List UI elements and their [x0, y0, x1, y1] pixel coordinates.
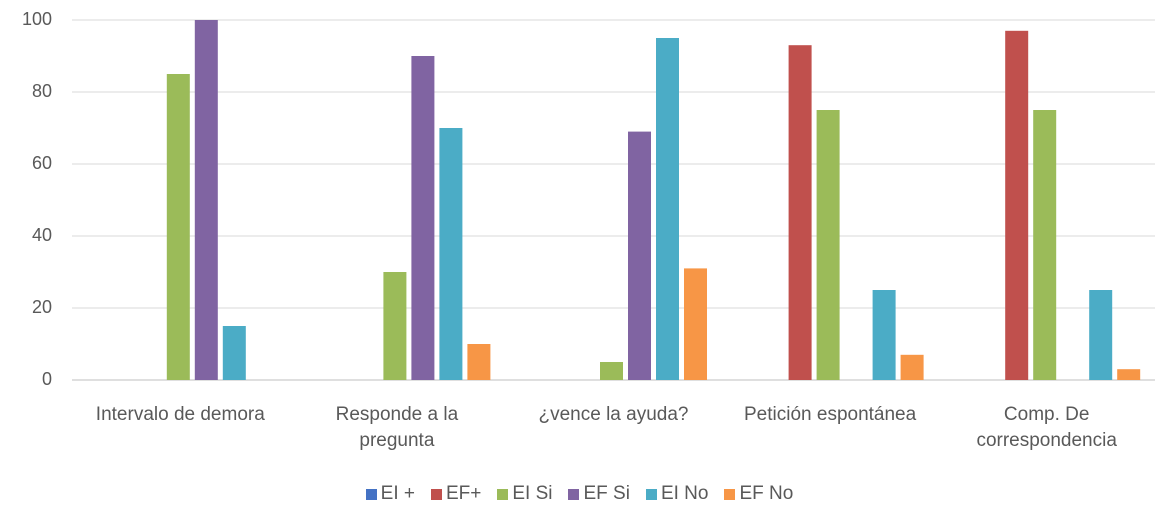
- legend: EI + EF+ EI Si EF Si EI No EF No: [0, 483, 1159, 505]
- legend-label: EI Si: [512, 483, 553, 504]
- legend-swatch: [645, 488, 657, 500]
- legend-label: EF Si: [583, 483, 630, 504]
- bar: [872, 290, 896, 380]
- bar: [600, 362, 623, 380]
- legend-item: EI Si: [497, 483, 552, 505]
- legend-item: EF No: [724, 483, 793, 505]
- bar: [900, 354, 924, 380]
- bar: [439, 128, 463, 380]
- bar: [684, 268, 707, 380]
- bar: [1033, 110, 1057, 380]
- legend-label: EF+: [445, 483, 482, 504]
- y-tick-label: 20: [32, 297, 52, 317]
- legend-item: EI +: [365, 483, 415, 505]
- legend-swatch: [365, 488, 377, 500]
- y-tick-label: 0: [42, 369, 52, 389]
- bar: [411, 56, 435, 380]
- bar: [467, 344, 491, 380]
- y-tick-label: 80: [32, 81, 52, 101]
- bar: [656, 38, 679, 380]
- legend-swatch: [497, 488, 509, 500]
- bar: [1117, 369, 1141, 380]
- bar: [1089, 290, 1113, 380]
- y-tick-label: 40: [32, 225, 52, 245]
- bar: [816, 110, 840, 380]
- legend-label: EF No: [739, 483, 794, 504]
- legend-swatch: [724, 488, 736, 500]
- bar: [383, 272, 407, 380]
- x-tick-label: ¿vence la ayuda?: [538, 404, 689, 425]
- x-tick-label: Comp. De correspondencia: [976, 404, 1117, 451]
- bar: [194, 20, 218, 380]
- x-tick-label: Petición espontánea: [744, 404, 917, 425]
- legend-item: EF Si: [568, 483, 630, 505]
- x-tick-label: Intervalo de demora: [95, 404, 265, 425]
- legend-label: EI No: [660, 483, 709, 504]
- bar: [166, 74, 190, 380]
- legend-swatch: [568, 488, 580, 500]
- y-tick-label: 60: [32, 153, 52, 173]
- legend-swatch: [430, 488, 442, 500]
- legend-item: EI No: [645, 483, 709, 505]
- x-tick-label: Responde a la pregunta: [335, 404, 459, 451]
- legend-label: EI +: [380, 483, 415, 504]
- bar: [1005, 30, 1029, 381]
- bar: [628, 131, 651, 380]
- bar: [788, 45, 812, 380]
- y-tick-label: 100: [22, 9, 52, 29]
- legend-item: EF+: [430, 483, 482, 505]
- bar: [222, 326, 246, 380]
